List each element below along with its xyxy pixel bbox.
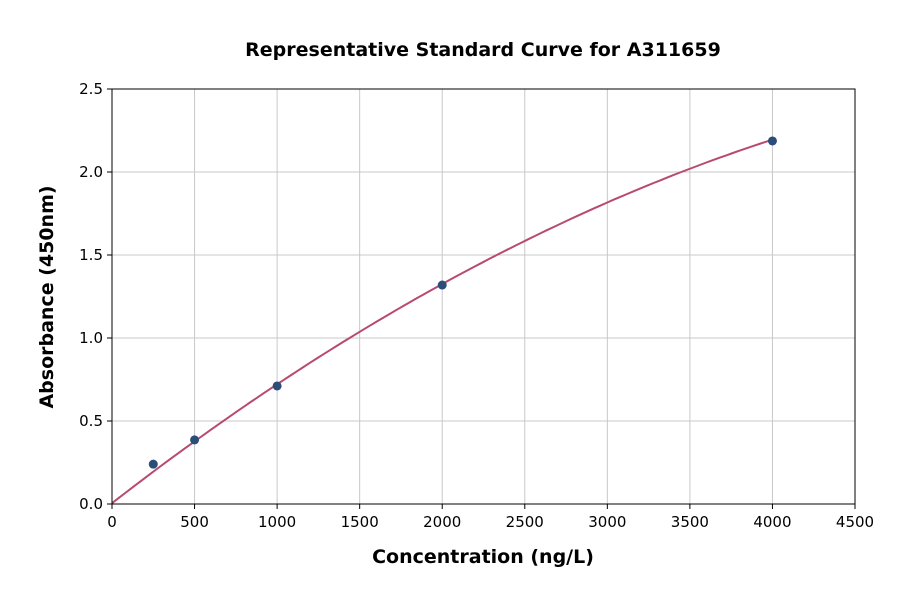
y-tick-label: 1.0 bbox=[79, 329, 103, 347]
x-tick-label: 4500 bbox=[836, 513, 874, 531]
data-point bbox=[148, 459, 158, 469]
y-axis-label: Absorbance (450nm) bbox=[36, 185, 58, 408]
x-tick-label: 3000 bbox=[588, 513, 626, 531]
y-tick-label: 2.5 bbox=[79, 80, 103, 98]
x-tick-label: 3500 bbox=[671, 513, 709, 531]
plot-frame bbox=[111, 88, 856, 505]
x-tick-label: 500 bbox=[180, 513, 209, 531]
y-tick-label: 1.5 bbox=[79, 246, 103, 264]
y-tick-label: 2.0 bbox=[79, 163, 103, 181]
data-point bbox=[767, 136, 777, 146]
data-point bbox=[190, 435, 200, 445]
x-tick-label: 0 bbox=[107, 513, 117, 531]
data-point bbox=[272, 381, 282, 391]
x-axis-label: Concentration (ng/L) bbox=[372, 546, 594, 568]
x-tick-label: 2000 bbox=[423, 513, 461, 531]
x-tick-label: 1500 bbox=[341, 513, 379, 531]
y-tick-label: 0.0 bbox=[79, 495, 103, 513]
x-tick-label: 2500 bbox=[506, 513, 544, 531]
data-point bbox=[437, 280, 447, 290]
y-tick-label: 0.5 bbox=[79, 412, 103, 430]
x-tick-label: 1000 bbox=[258, 513, 296, 531]
x-tick-label: 4000 bbox=[753, 513, 791, 531]
chart-title: Representative Standard Curve for A31165… bbox=[245, 39, 721, 61]
